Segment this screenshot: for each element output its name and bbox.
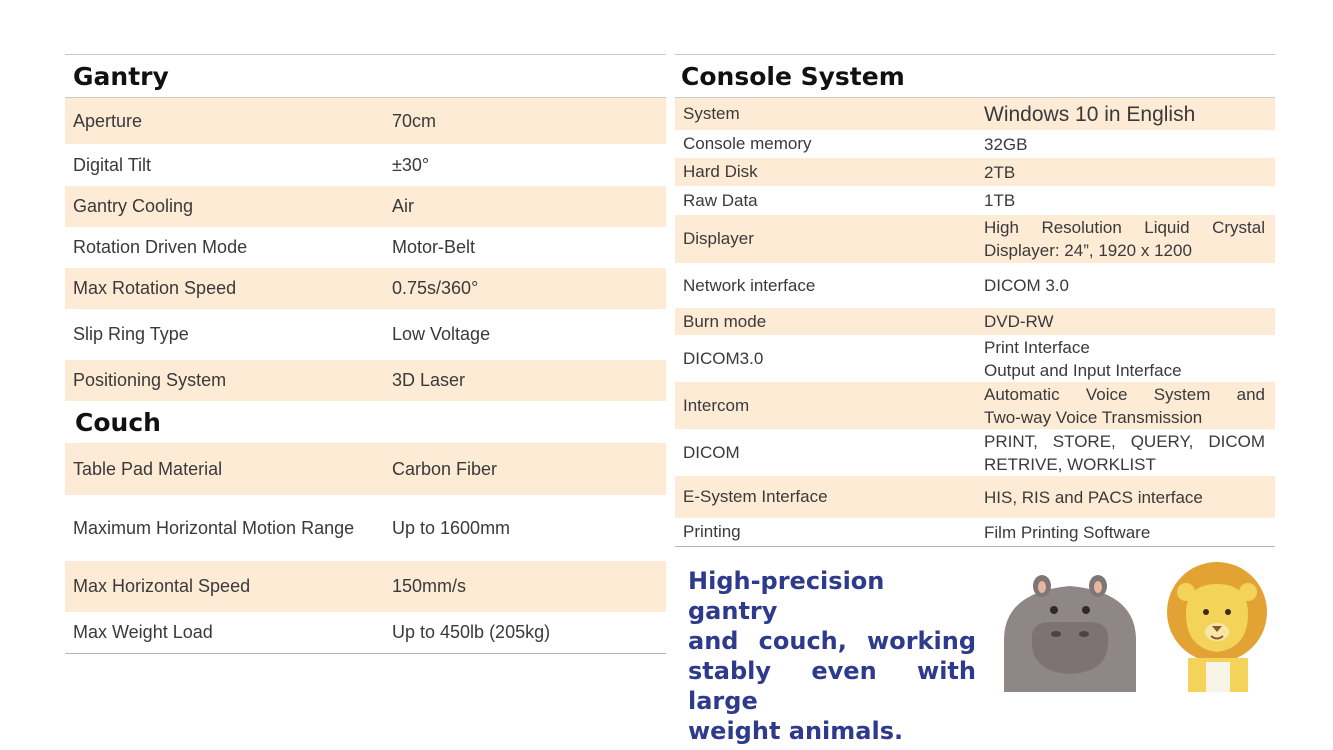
spec-row: Console memory 32GB xyxy=(675,130,1275,158)
spec-row: Hard Disk 2TB xyxy=(675,158,1275,186)
specs-right-panel: Console System System Windows 10 in Engl… xyxy=(675,54,1275,547)
spec-label: Slip Ring Type xyxy=(73,324,189,344)
console-system-title: Console System xyxy=(675,55,1275,98)
spec-label: Rotation Driven Mode xyxy=(73,237,248,257)
spec-value: PRINT, STORE, QUERY, DICOM RETRIVE, WORK… xyxy=(984,430,1265,476)
spec-row: E-System Interface HIS, RIS and PACS int… xyxy=(675,476,1275,518)
spec-label: Aperture xyxy=(73,110,143,131)
spec-value: Carbon Fiber xyxy=(392,458,498,479)
spec-row: Aperture 70cm xyxy=(65,98,666,144)
spec-label: DICOM3.0 xyxy=(683,348,764,368)
spec-row: Max Rotation Speed 0.75s/360° xyxy=(65,268,666,309)
spec-row: Rotation Driven Mode Motor-Belt xyxy=(65,227,666,268)
spec-row: System Windows 10 in English xyxy=(675,98,1275,130)
spec-label: Gantry Cooling xyxy=(73,196,194,216)
promo-line: stably even with large xyxy=(688,657,976,715)
spec-value: 32GB xyxy=(984,134,1028,154)
spec-row: Intercom Automatic Voice System and Two-… xyxy=(675,382,1275,429)
spec-label: Maximum Horizontal Motion Range xyxy=(73,517,355,538)
spec-row: DICOM3.0 Print Interface Output and Inpu… xyxy=(675,335,1275,382)
spec-label: System xyxy=(683,104,740,123)
lion-illustration xyxy=(1167,562,1267,692)
spec-label: Max Rotation Speed xyxy=(73,278,237,298)
promo-line: weight animals. xyxy=(688,717,904,745)
spec-label: Table Pad Material xyxy=(73,458,223,479)
spec-value: Air xyxy=(392,196,414,216)
value-line: High Resolution Liquid Crystal xyxy=(984,218,1265,237)
spec-value: Up to 450lb (205kg) xyxy=(392,622,551,642)
spec-row: Positioning System 3D Laser xyxy=(65,360,666,401)
spec-value: Automatic Voice System and Two-way Voice… xyxy=(984,383,1265,429)
spec-value: 3D Laser xyxy=(392,370,466,390)
spec-label: Displayer xyxy=(683,229,754,248)
spec-value: High Resolution Liquid Crystal Displayer… xyxy=(984,216,1265,262)
spec-row: Maximum Horizontal Motion Range Up to 16… xyxy=(65,495,666,561)
value-line: Two-way Voice Transmission xyxy=(984,407,1203,427)
spec-value: Low Voltage xyxy=(392,324,491,344)
spec-label: Hard Disk xyxy=(683,162,758,181)
spec-label: Digital Tilt xyxy=(73,154,152,175)
top-divider xyxy=(675,54,1275,55)
specs-left-panel: Gantry Aperture 70cm Digital Tilt ±30° G… xyxy=(65,54,666,654)
spec-label: DICOM xyxy=(683,442,740,462)
value-line: Automatic Voice System and xyxy=(984,384,1265,404)
spec-label: Max Horizontal Speed xyxy=(73,576,251,596)
spec-row: Displayer High Resolution Liquid Crystal… xyxy=(675,215,1275,263)
value-line: Print Interface xyxy=(984,337,1090,357)
spec-label: Raw Data xyxy=(683,190,758,210)
promo-line: and couch, working xyxy=(688,627,976,655)
value-line: RETRIVE, WORKLIST xyxy=(984,454,1156,474)
value-line: Displayer: 24”, 1920 x 1200 xyxy=(984,241,1192,260)
value-line: PRINT, STORE, QUERY, DICOM xyxy=(984,431,1265,451)
spec-label: Positioning System xyxy=(73,370,227,390)
spec-value: 2TB xyxy=(984,162,1016,182)
top-divider xyxy=(65,54,666,55)
spec-row: Network interface DICOM 3.0 xyxy=(675,263,1275,308)
spec-row: Max Weight Load Up to 450lb (205kg) xyxy=(65,612,666,654)
spec-row: Raw Data 1TB xyxy=(675,186,1275,215)
hippo-illustration xyxy=(1004,575,1136,692)
spec-value: Up to 1600mm xyxy=(392,517,511,538)
spec-value: Motor-Belt xyxy=(392,237,476,257)
spec-value: Film Printing Software xyxy=(984,522,1151,542)
spec-row: DICOM PRINT, STORE, QUERY, DICOM RETRIVE… xyxy=(675,429,1275,476)
spec-value: Print Interface Output and Input Interfa… xyxy=(984,336,1265,382)
spec-value: ±30° xyxy=(392,154,430,175)
spec-label: Network interface xyxy=(683,275,816,295)
spec-label: Max Weight Load xyxy=(73,622,213,642)
spec-value: DVD-RW xyxy=(984,312,1054,331)
value-line: Output and Input Interface xyxy=(984,360,1182,380)
spec-label: E-System Interface xyxy=(683,487,828,506)
spec-label: Printing xyxy=(683,522,741,541)
promo-text: High-precision gantry and couch, working… xyxy=(688,566,976,746)
spec-row: Max Horizontal Speed 150mm/s xyxy=(65,561,666,612)
spec-value: Windows 10 in English xyxy=(984,102,1196,126)
spec-row: Printing Film Printing Software xyxy=(675,518,1275,547)
spec-value: 150mm/s xyxy=(392,576,467,596)
spec-label: Console memory xyxy=(683,134,812,153)
spec-value: 0.75s/360° xyxy=(392,278,479,298)
spec-value: 70cm xyxy=(392,110,437,131)
spec-row: Burn mode DVD-RW xyxy=(675,308,1275,335)
promo-line: High-precision gantry xyxy=(688,567,885,625)
spec-label: Intercom xyxy=(683,395,750,415)
spec-row: Digital Tilt ±30° xyxy=(65,144,666,186)
couch-title: Couch xyxy=(75,407,161,437)
spec-value: 1TB xyxy=(984,191,1016,210)
spec-value: HIS, RIS and PACS interface xyxy=(984,487,1203,507)
spec-row: Table Pad Material Carbon Fiber xyxy=(65,443,666,495)
gantry-title: Gantry xyxy=(65,55,666,98)
spec-value: DICOM 3.0 xyxy=(984,276,1070,295)
spec-row: Gantry Cooling Air xyxy=(65,186,666,227)
spec-label: Burn mode xyxy=(683,311,767,331)
spec-row: Slip Ring Type Low Voltage xyxy=(65,309,666,360)
